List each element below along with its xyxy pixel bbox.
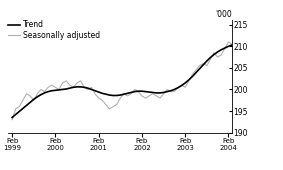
Line: Trend: Trend — [12, 45, 232, 117]
Trend — [230, 44, 234, 46]
Seasonally adjusted — [227, 41, 230, 43]
Seasonally adjusted — [54, 86, 57, 88]
Seasonally adjusted — [10, 119, 14, 121]
Trend — [201, 64, 205, 66]
Trend — [10, 116, 14, 118]
Seasonally adjusted — [201, 63, 205, 65]
Trend — [28, 101, 32, 103]
Text: '000: '000 — [215, 10, 232, 19]
Seasonally adjusted — [28, 95, 32, 97]
Trend — [227, 45, 230, 47]
Seasonally adjusted — [230, 43, 234, 45]
Seasonally adjusted — [119, 97, 122, 99]
Legend: Trend, Seasonally adjusted: Trend, Seasonally adjusted — [8, 20, 100, 40]
Trend — [68, 87, 72, 89]
Trend — [144, 91, 147, 93]
Trend — [54, 89, 57, 91]
Seasonally adjusted — [144, 97, 147, 99]
Line: Seasonally adjusted: Seasonally adjusted — [12, 42, 232, 120]
Seasonally adjusted — [68, 84, 72, 86]
